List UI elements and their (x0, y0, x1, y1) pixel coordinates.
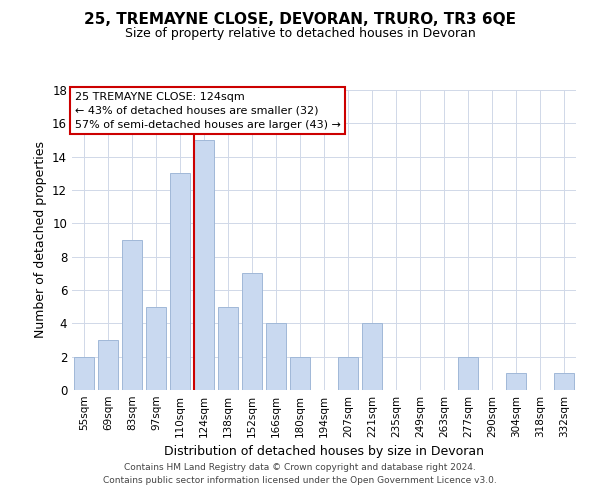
Bar (338, 356, 358, 390)
Text: 25, TREMAYNE CLOSE, DEVORAN, TRURO, TR3 6QE: 25, TREMAYNE CLOSE, DEVORAN, TRURO, TR3 … (84, 12, 516, 28)
Text: Contains HM Land Registry data © Crown copyright and database right 2024.
Contai: Contains HM Land Registry data © Crown c… (103, 464, 497, 485)
Text: Size of property relative to detached houses in Devoran: Size of property relative to detached ho… (125, 28, 475, 40)
Bar (242, 274, 262, 390)
Bar (98, 340, 118, 390)
Bar (266, 324, 286, 390)
Bar (146, 306, 166, 390)
Bar (122, 240, 142, 390)
Bar (362, 324, 382, 390)
Bar (506, 374, 526, 390)
Text: 25 TREMAYNE CLOSE: 124sqm
← 43% of detached houses are smaller (32)
57% of semi-: 25 TREMAYNE CLOSE: 124sqm ← 43% of detac… (74, 92, 340, 130)
Bar (458, 356, 478, 390)
Bar (554, 374, 574, 390)
Bar (194, 140, 214, 390)
Bar (74, 356, 94, 390)
Y-axis label: Number of detached properties: Number of detached properties (34, 142, 47, 338)
Bar (218, 306, 238, 390)
X-axis label: Distribution of detached houses by size in Devoran: Distribution of detached houses by size … (164, 446, 484, 458)
Bar (290, 356, 310, 390)
Bar (170, 174, 190, 390)
